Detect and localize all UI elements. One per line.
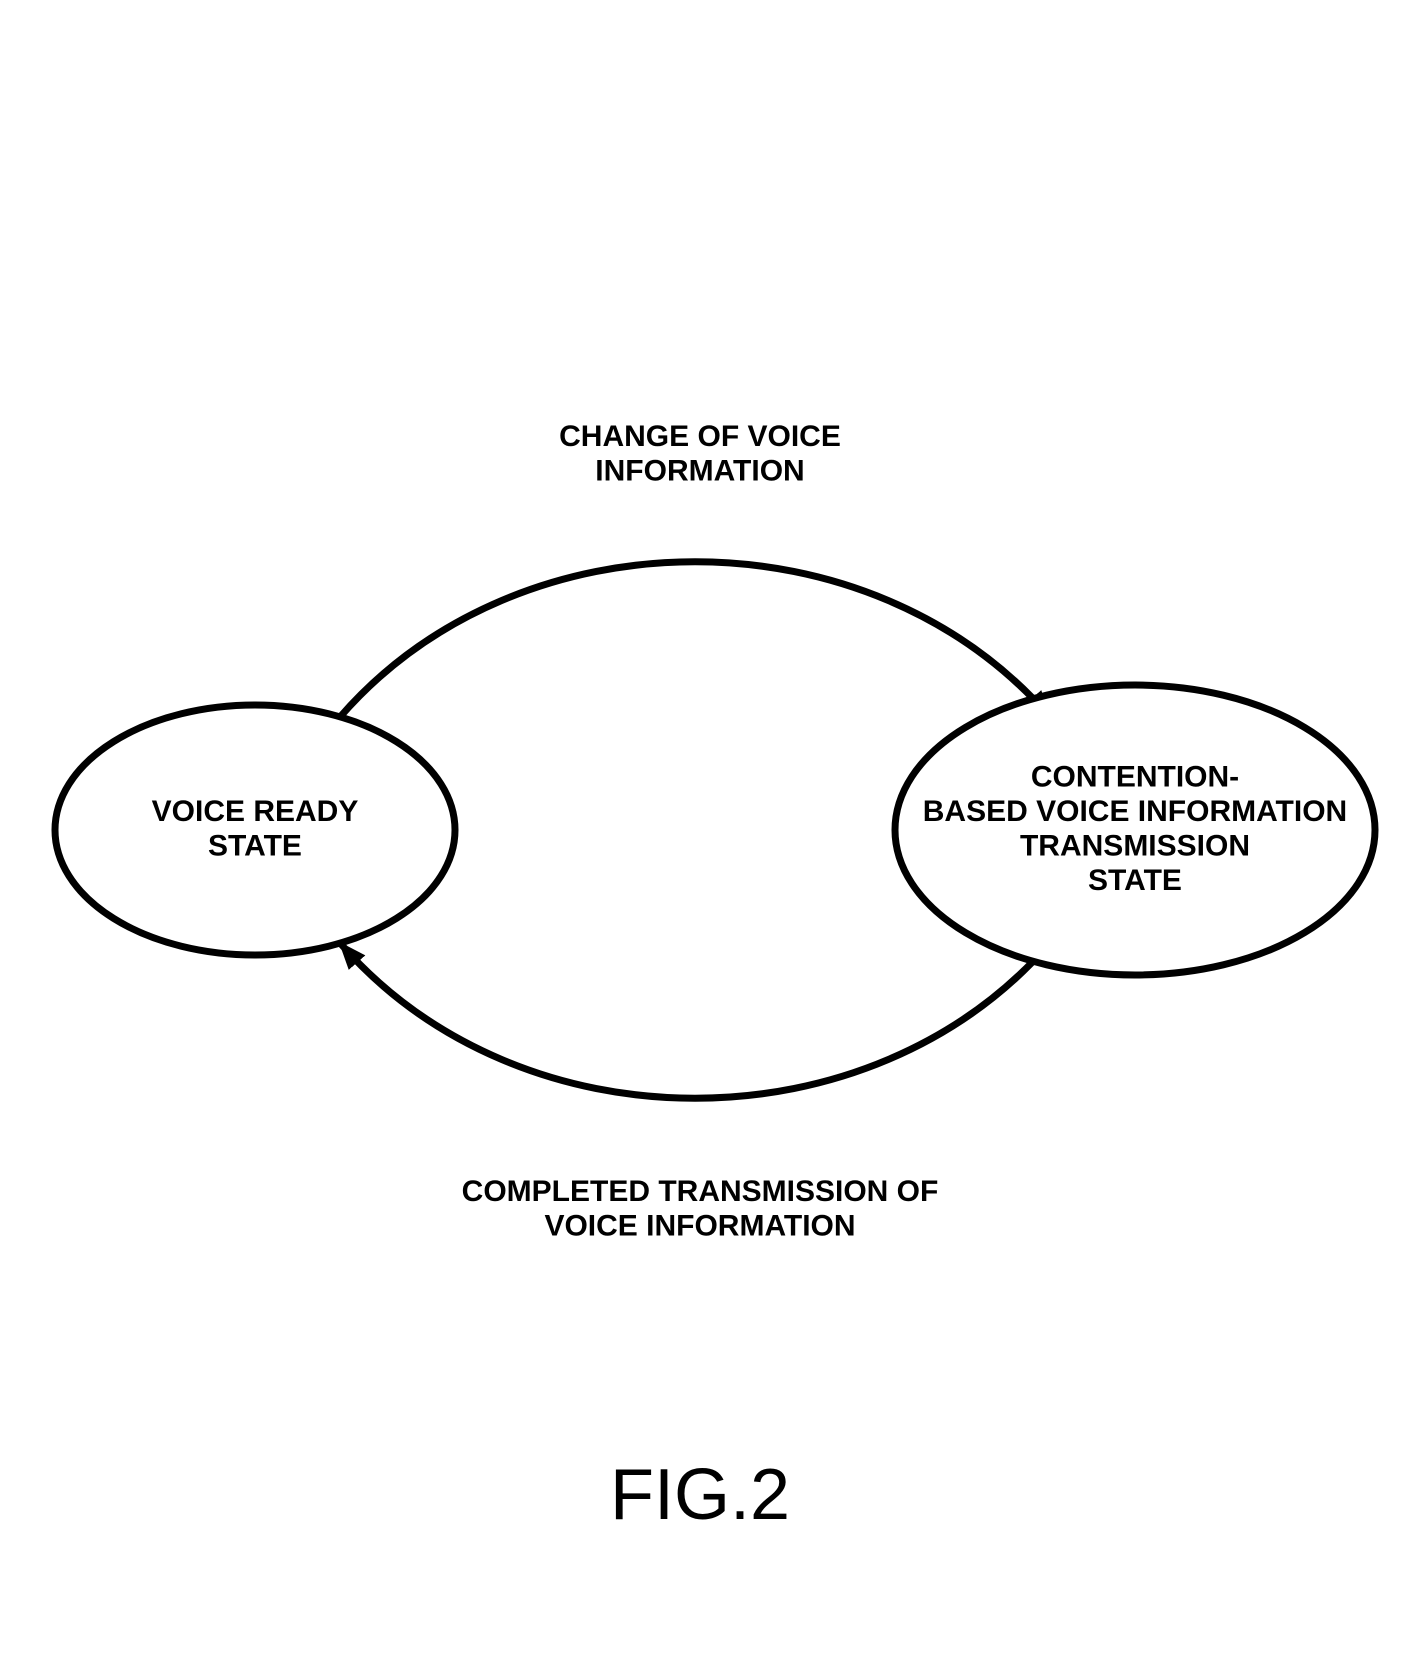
state-contention-tx: CONTENTION-BASED VOICE INFORMATIONTRANSM…: [895, 685, 1375, 975]
edge-completed: [340, 943, 1050, 1098]
edge-completed-label: COMPLETED TRANSMISSION OFVOICE INFORMATI…: [462, 1175, 939, 1243]
labels-layer: CHANGE OF VOICEINFORMATION COMPLETED TRAN…: [462, 420, 939, 1243]
state-diagram: VOICE READYSTATE CONTENTION-BASED VOICE I…: [0, 0, 1421, 1661]
nodes-layer: VOICE READYSTATE CONTENTION-BASED VOICE I…: [55, 685, 1375, 975]
edge-change-label: CHANGE OF VOICEINFORMATION: [559, 420, 841, 488]
edge-change: [340, 562, 1050, 717]
state-voice-ready: VOICE READYSTATE: [55, 705, 455, 955]
figure-caption: FIG.2: [610, 1455, 790, 1535]
